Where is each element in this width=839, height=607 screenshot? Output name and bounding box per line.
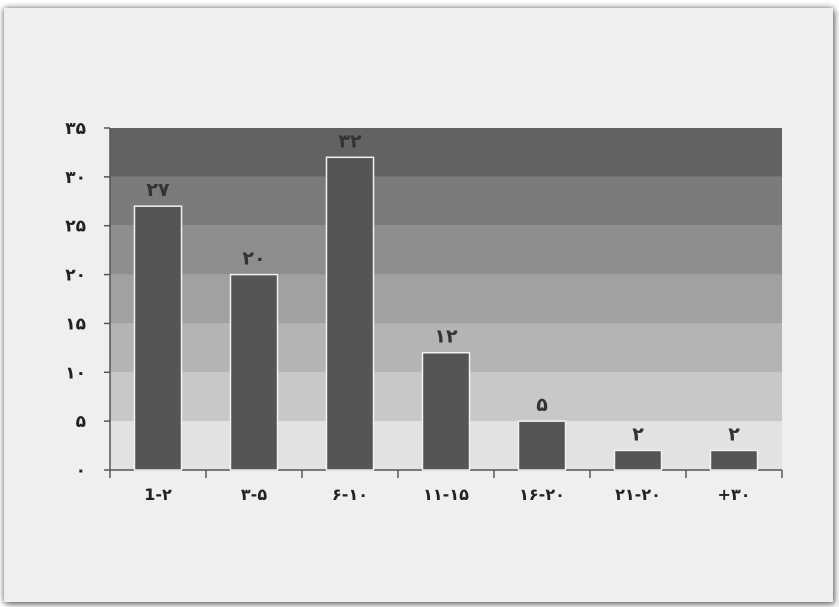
x-tick-label: ۲۱-۲۰ [615, 485, 661, 504]
y-tick-label: ۱۰ [65, 363, 86, 383]
bar-value-label: ۲ [728, 423, 740, 445]
x-tick-label: +۳۰ [718, 485, 751, 504]
background-band [110, 128, 782, 177]
x-tick-label: ۱۱-۱۵ [423, 485, 469, 504]
background-band [110, 176, 782, 226]
x-tick-label: ۳-۵ [241, 485, 267, 504]
bar-value-label: ۳۲ [338, 130, 362, 152]
x-tick-label: ۶-۱۰ [332, 485, 368, 504]
y-tick-label: ۱۵ [65, 314, 86, 334]
y-tick-label: ۳۰ [65, 168, 86, 188]
background-band [110, 274, 782, 324]
bar-value-label: ۲ [632, 423, 644, 445]
bar [421, 351, 471, 471]
bar [229, 273, 279, 471]
y-tick-label: ۳۵ [65, 119, 86, 139]
bar [517, 420, 567, 471]
bar [133, 205, 183, 471]
y-tick-label: ۰ [76, 461, 86, 481]
y-tick-label: ۲۵ [65, 217, 86, 237]
bar [709, 449, 759, 471]
bar [613, 449, 663, 471]
bar-value-label: ۱۲ [434, 326, 458, 348]
bar-value-label: ۲۰ [242, 248, 265, 270]
background-band [110, 225, 782, 275]
y-tick-label: ۲۰ [65, 266, 86, 286]
bar-value-label: ۲۷ [146, 179, 170, 201]
x-tick-label: ۱۶-۲۰ [519, 485, 565, 504]
y-tick-label: ۵ [76, 412, 86, 432]
x-tick-label: 1-۲ [144, 485, 172, 504]
bar-value-label: ۵ [536, 394, 548, 416]
bar [325, 156, 375, 471]
